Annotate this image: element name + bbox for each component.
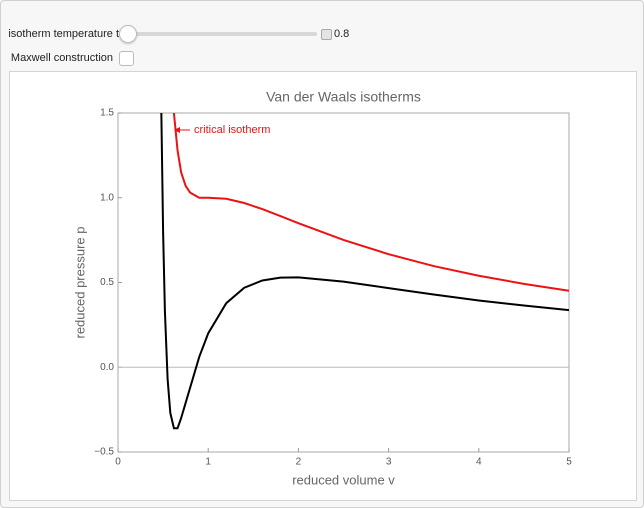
y-tick-label: 0.0 — [100, 362, 114, 373]
x-tick-label: 0 — [115, 457, 121, 468]
checkbox-label: Maxwell construction — [10, 52, 113, 64]
slider-value: 0.8 — [334, 28, 350, 40]
slider-label: isotherm temperature t — [8, 28, 119, 40]
curves — [160, 113, 569, 430]
x-tick-label: 3 — [386, 457, 392, 468]
x-tick-label: 1 — [205, 457, 211, 468]
slider-knob[interactable] — [119, 25, 137, 43]
isotherm — [172, 113, 569, 292]
y-tick-label: 1.0 — [100, 192, 114, 203]
y-tick-label: −0.5 — [94, 447, 114, 458]
x-axis-label: reduced volume v — [292, 472, 395, 487]
isotherm — [160, 113, 569, 430]
y-tick-label: 1.5 — [100, 108, 114, 119]
slider-track[interactable] — [121, 32, 317, 36]
checkbox[interactable] — [119, 51, 134, 66]
y-tick-label: 0.5 — [100, 277, 114, 288]
annotation-arrowhead — [174, 127, 180, 133]
slider-expand[interactable] — [321, 29, 332, 40]
x-tick-label: 4 — [476, 457, 482, 468]
chart-title: Van der Waals isotherms — [266, 89, 421, 105]
annotation: critical isotherm — [194, 124, 270, 136]
x-tick-label: 2 — [296, 457, 302, 468]
x-tick-label: 5 — [566, 457, 572, 468]
y-axis-label: reduced pressure p — [72, 226, 87, 338]
